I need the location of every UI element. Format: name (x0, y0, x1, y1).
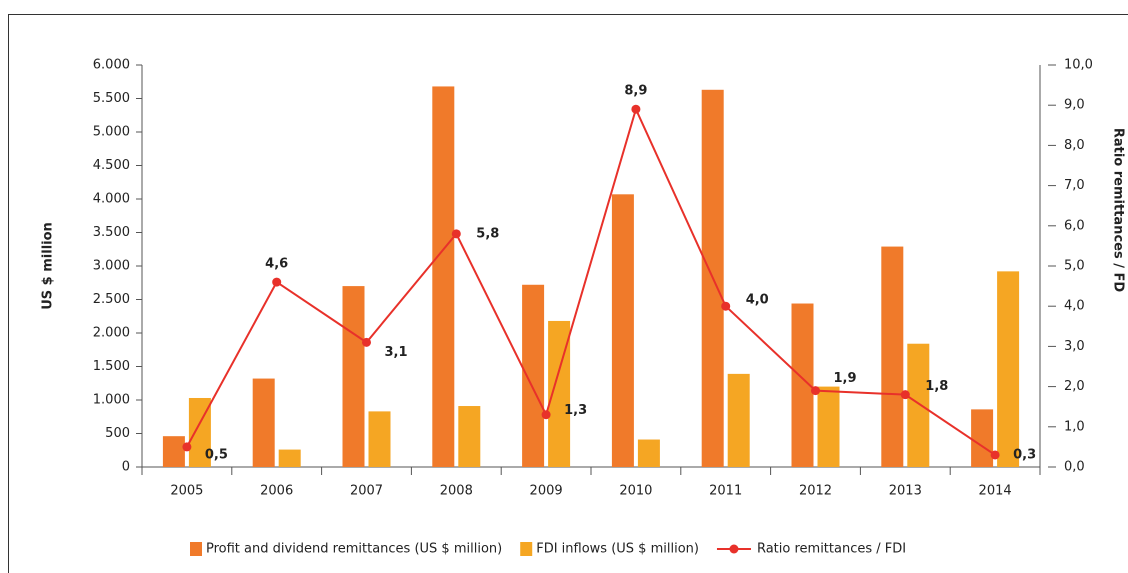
point (900, 390, 910, 400)
point (990, 450, 1000, 460)
point (182, 442, 192, 452)
bar (971, 409, 994, 467)
bar (817, 386, 840, 467)
y2-tick-label: 8,0 (1064, 138, 1085, 153)
y-tick-label: 1.000 (93, 393, 130, 408)
line (186, 106, 996, 456)
x-tick-label: 2012 (799, 484, 832, 499)
value-label: 1,9 (834, 371, 857, 386)
bar (637, 439, 660, 467)
point (362, 337, 371, 347)
y-tick-label: 500 (105, 426, 130, 441)
legend-swatch (729, 544, 739, 554)
point (631, 104, 641, 114)
bar (997, 271, 1020, 467)
x-tick-label: 2014 (979, 484, 1012, 499)
x-tick-label: 2009 (530, 484, 563, 499)
y2-tick-label: 4,0 (1064, 299, 1085, 314)
bar (881, 246, 904, 467)
legend-swatch (190, 542, 202, 556)
y2-tick-label: 1,0 (1064, 419, 1085, 434)
value-label: 5,8 (476, 226, 499, 241)
value-label: 1,3 (564, 403, 587, 418)
y2-tick-label: 2,0 (1064, 379, 1085, 394)
bar (548, 320, 571, 467)
bar (368, 411, 391, 467)
y2-tick-label: 7,0 (1064, 178, 1085, 193)
y2-tick-label: 5,0 (1064, 259, 1085, 274)
y2-tick-label: 0,0 (1064, 460, 1085, 475)
point (811, 386, 820, 396)
legend-swatch (520, 542, 533, 556)
bar (907, 343, 930, 467)
y2-tick-label: 9,0 (1064, 98, 1085, 113)
bar (791, 303, 814, 467)
x-tick-label: 2007 (350, 484, 383, 499)
value-label: 3,1 (385, 345, 408, 360)
point (721, 301, 731, 311)
bar (162, 436, 185, 467)
bar (252, 378, 275, 467)
x-tick-label: 2005 (170, 484, 203, 499)
y-tick-label: 2.000 (93, 326, 130, 341)
y-tick-label: 3.000 (93, 259, 130, 274)
y-tick-label: 1.500 (93, 359, 130, 374)
bar (458, 406, 481, 467)
y-tick-label: 4.000 (93, 192, 130, 207)
y2-tick-label: 3,0 (1064, 339, 1085, 354)
point (541, 410, 551, 420)
y-tick-label: 5.000 (93, 125, 130, 140)
y2-tick-label: 10,0 (1064, 58, 1093, 73)
value-label: 4,0 (746, 293, 769, 308)
legend-label: Ratio remittances / FDI (757, 542, 906, 557)
frame (8, 14, 1128, 573)
y2-tick-label: 6,0 (1064, 218, 1085, 233)
legend-label: Profit and dividend remittances (US $ mi… (206, 542, 502, 557)
bar (342, 286, 365, 467)
x-tick-label: 2013 (889, 484, 922, 499)
y-tick-label: 6.000 (93, 58, 130, 73)
legend-label: FDI inflows (US $ million) (536, 542, 699, 557)
x-tick-label: 2010 (619, 484, 652, 499)
value-label: 1,8 (925, 379, 948, 394)
point (272, 277, 282, 287)
y-tick-label: 0 (122, 460, 130, 475)
value-label: 4,6 (265, 257, 288, 272)
y-axis-label: US $ million (41, 222, 56, 310)
bar (522, 284, 545, 467)
y-tick-label: 2.500 (93, 292, 130, 307)
y-tick-label: 5.500 (93, 91, 130, 106)
bar (727, 373, 750, 467)
bar (188, 397, 211, 467)
y-tick-label: 3.500 (93, 225, 130, 240)
bar (432, 86, 455, 467)
y2-axis-label: Ratio remittances / FD (1111, 128, 1126, 293)
x-tick-label: 2008 (440, 484, 473, 499)
value-label: 0,3 (1013, 447, 1036, 462)
x-tick-label: 2006 (260, 484, 293, 499)
bar (278, 449, 301, 467)
value-label: 0,5 (205, 447, 228, 462)
bar (611, 194, 634, 467)
x-tick-label: 2011 (709, 484, 742, 499)
y-tick-label: 4.500 (93, 158, 130, 173)
point (451, 229, 461, 239)
value-label: 8,9 (624, 84, 647, 99)
